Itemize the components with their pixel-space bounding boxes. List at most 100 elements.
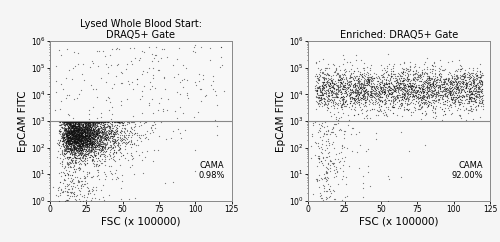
Point — [382, 82, 390, 86]
Point — [72, 141, 80, 145]
Point — [82, 139, 90, 143]
Point — [478, 88, 486, 91]
Point — [416, 95, 424, 99]
Point — [92, 120, 100, 123]
Point — [132, 82, 140, 86]
Point — [400, 105, 408, 108]
Point — [357, 101, 365, 105]
Point — [74, 129, 82, 133]
Point — [69, 158, 77, 162]
Point — [90, 120, 98, 123]
Point — [103, 141, 111, 144]
Point — [158, 56, 166, 60]
Point — [110, 131, 118, 135]
Point — [359, 97, 367, 101]
Point — [72, 140, 80, 144]
Point — [74, 138, 82, 142]
Point — [70, 146, 78, 150]
Point — [364, 164, 372, 168]
Point — [86, 122, 94, 126]
Point — [378, 72, 386, 76]
Point — [388, 74, 396, 78]
Point — [462, 83, 470, 87]
Point — [92, 137, 100, 141]
Point — [78, 138, 86, 142]
Point — [118, 133, 126, 137]
Point — [426, 83, 434, 87]
Point — [84, 128, 92, 132]
Point — [88, 142, 96, 146]
Point — [362, 89, 370, 93]
Point — [69, 126, 77, 130]
Point — [73, 144, 81, 148]
Point — [94, 122, 102, 126]
Point — [97, 140, 105, 144]
Point — [348, 89, 356, 92]
Point — [90, 152, 98, 156]
Point — [74, 133, 82, 137]
Point — [62, 134, 70, 138]
Point — [96, 140, 104, 144]
Point — [64, 173, 72, 176]
Point — [356, 85, 364, 89]
Point — [475, 92, 483, 96]
Point — [431, 79, 439, 83]
Point — [103, 133, 111, 137]
Point — [339, 88, 347, 91]
Point — [326, 189, 334, 193]
Point — [160, 76, 168, 80]
Point — [348, 90, 356, 93]
Point — [319, 96, 327, 99]
Point — [452, 68, 460, 72]
Point — [440, 89, 448, 93]
Point — [426, 95, 434, 99]
Point — [88, 120, 96, 123]
Point — [387, 74, 395, 77]
Point — [88, 133, 96, 136]
Point — [66, 133, 74, 137]
Point — [412, 85, 420, 89]
Point — [469, 103, 477, 106]
Point — [74, 121, 82, 125]
Point — [404, 92, 411, 96]
Point — [326, 158, 334, 162]
Point — [352, 94, 360, 98]
Point — [386, 91, 394, 95]
Point — [73, 129, 81, 132]
Point — [109, 146, 117, 150]
Point — [69, 141, 77, 144]
Point — [401, 99, 409, 103]
Point — [362, 87, 370, 91]
Point — [74, 132, 82, 136]
Point — [111, 138, 119, 142]
Point — [470, 87, 478, 91]
Point — [359, 84, 367, 88]
Point — [68, 120, 76, 123]
Point — [84, 129, 92, 133]
Point — [446, 82, 454, 86]
Point — [72, 161, 80, 165]
Point — [87, 138, 95, 142]
Point — [98, 148, 106, 152]
Point — [338, 94, 346, 98]
Point — [418, 83, 426, 87]
Point — [66, 120, 74, 123]
Point — [62, 142, 70, 145]
Point — [77, 150, 85, 154]
Point — [323, 103, 331, 106]
Point — [420, 70, 428, 74]
Point — [436, 101, 444, 105]
Point — [107, 122, 115, 126]
Point — [76, 179, 84, 182]
Point — [101, 147, 109, 151]
Point — [99, 121, 107, 125]
Point — [106, 193, 114, 197]
Point — [394, 86, 402, 90]
Point — [73, 124, 81, 128]
Point — [64, 139, 72, 143]
Point — [88, 131, 96, 135]
Point — [322, 82, 330, 86]
Point — [76, 153, 84, 157]
Point — [351, 84, 359, 88]
Point — [64, 140, 72, 144]
